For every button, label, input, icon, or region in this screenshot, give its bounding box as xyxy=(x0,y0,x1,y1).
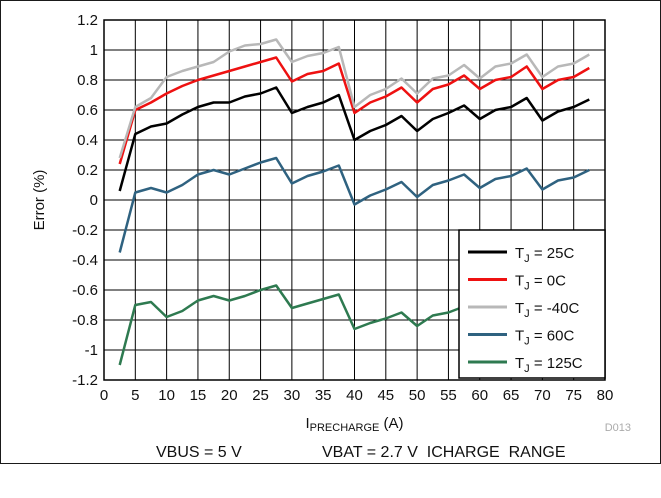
y-tick-label: 1 xyxy=(90,42,98,59)
x-tick-label: 0 xyxy=(100,387,108,404)
legend-label-main: T xyxy=(515,300,524,317)
caption: VBUS = 5 V VBAT = 2.7 V ICHARGE RANGE xyxy=(0,444,661,464)
x-tick-label: 55 xyxy=(440,387,457,404)
x-tick-label: 40 xyxy=(346,387,363,404)
x-tick-label: 50 xyxy=(409,387,426,404)
x-axis-label-main: I xyxy=(305,415,309,432)
y-axis-label: Error (%) xyxy=(31,170,48,231)
x-tick-label: 30 xyxy=(284,387,301,404)
legend-label-rest: = 60C xyxy=(530,328,575,345)
x-tick-label: 60 xyxy=(471,387,488,404)
legend-label-rest: = -40C xyxy=(530,300,580,317)
y-tick-label: 0.6 xyxy=(77,102,98,119)
y-tick-label: -0.4 xyxy=(72,252,98,269)
y-tick-label: -0.8 xyxy=(72,312,98,329)
y-tick-label: 0.4 xyxy=(77,132,98,149)
legend-label-sub: J xyxy=(524,308,530,320)
figure-id: D013 xyxy=(605,422,631,434)
caption-vbus: VBUS = 5 V xyxy=(156,444,242,461)
legend-label: TJ = 125C xyxy=(515,355,583,375)
legend-label-main: T xyxy=(515,273,524,290)
series-line-2 xyxy=(118,38,590,159)
legend-label: TJ = 60C xyxy=(515,328,574,348)
series-line-0 xyxy=(118,86,590,192)
legend-label-sub: J xyxy=(524,363,530,375)
line-chart: 1.210.80.60.40.20-0.2-0.4-0.6-0.8-1-1.2 … xyxy=(31,12,631,434)
series-line-3 xyxy=(118,156,590,253)
x-tick-label: 65 xyxy=(503,387,520,404)
x-tick-label: 75 xyxy=(565,387,582,404)
x-tick-label: 80 xyxy=(597,387,614,404)
legend-label-sub: J xyxy=(524,281,530,293)
y-tick-label: 0.2 xyxy=(77,162,98,179)
x-tick-label: 25 xyxy=(252,387,269,404)
legend-label: TJ = 25C xyxy=(515,245,574,265)
y-tick-label: -1 xyxy=(85,342,98,359)
legend-label-main: T xyxy=(515,355,524,372)
series-line-1 xyxy=(118,56,590,165)
x-tick-label: 10 xyxy=(158,387,175,404)
legend-label-rest: = 25C xyxy=(530,245,575,262)
x-tick-label: 35 xyxy=(315,387,332,404)
y-tick-labels: 1.2 1 0.8 0.6 0.4 0.2 0 -0.2 -0.4 -0.6 -0.8 -1 -1.2 xyxy=(72,12,98,389)
x-tick-label: 15 xyxy=(190,387,207,404)
legend-label-rest: = 0C xyxy=(530,273,566,290)
x-axis-label-unit: (A) xyxy=(379,415,403,432)
x-tick-label: 20 xyxy=(221,387,238,404)
caption-vbat: VBAT = 2.7 V ICHARGE RANGE xyxy=(322,444,566,461)
legend-label-main: T xyxy=(515,328,524,345)
y-tick-label: 1.2 xyxy=(77,12,98,29)
legend-box xyxy=(458,229,606,379)
x-tick-label: 45 xyxy=(377,387,394,404)
legend-label: TJ = 0C xyxy=(515,273,566,293)
x-tick-label: 5 xyxy=(131,387,139,404)
legend-label: TJ = -40C xyxy=(515,300,579,320)
legend-label-sub: J xyxy=(524,253,530,265)
plot-border xyxy=(103,19,606,381)
legend-label-sub: J xyxy=(524,336,530,348)
legend-label-rest: = 125C xyxy=(530,355,583,372)
x-axis-label-sub: PRECHARGE xyxy=(310,422,380,434)
x-tick-label: 70 xyxy=(534,387,551,404)
legend-label-main: T xyxy=(515,245,524,262)
x-axis-label: IPRECHARGE (A) xyxy=(305,415,403,434)
y-tick-label: 0 xyxy=(90,192,98,209)
y-tick-label: -0.2 xyxy=(72,222,98,239)
y-tick-label: -0.6 xyxy=(72,282,98,299)
y-tick-label: 0.8 xyxy=(77,72,98,89)
x-tick-labels: 0 5 10 15 20 25 30 35 40 45 50 55 60 65 70 75 80 xyxy=(100,387,614,404)
y-tick-label: -1.2 xyxy=(72,372,98,389)
